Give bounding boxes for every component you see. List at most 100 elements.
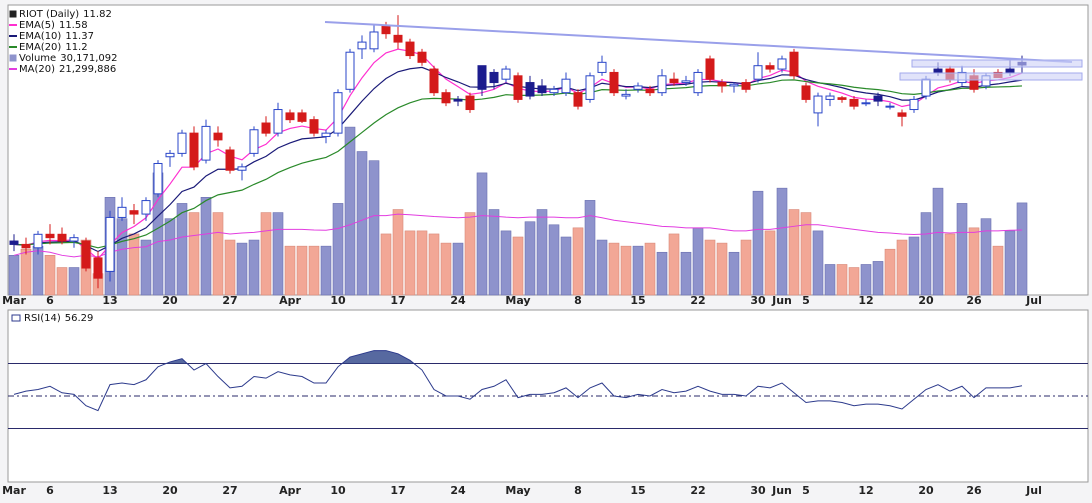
trend-line xyxy=(324,21,1073,63)
x-tick-label: 15 xyxy=(630,484,645,497)
candle-body xyxy=(321,132,331,138)
x-tick-label: 17 xyxy=(390,294,405,307)
candle-body xyxy=(213,132,223,141)
x-tick-label: 8 xyxy=(574,294,582,307)
x-tick-label: 20 xyxy=(918,484,934,497)
x-tick-label: 20 xyxy=(162,484,178,497)
candle-body xyxy=(261,122,271,134)
volume-bar xyxy=(368,160,380,296)
candle-body xyxy=(309,119,319,134)
volume-bar xyxy=(656,251,668,296)
volume-bar xyxy=(116,218,128,296)
x-tick-label: 26 xyxy=(966,484,982,497)
x-tick-label: 24 xyxy=(450,484,466,497)
candle-body xyxy=(477,65,487,90)
volume-bar xyxy=(836,264,848,296)
candle-body xyxy=(357,41,367,50)
candle-body xyxy=(393,34,403,43)
x-tick-label: 6 xyxy=(46,484,54,497)
candle-body xyxy=(753,65,763,80)
x-tick-label: 12 xyxy=(858,484,873,497)
x-tick-label: Jun xyxy=(771,484,792,497)
price-layer xyxy=(8,15,1028,296)
candle-body xyxy=(921,78,931,97)
legend-swatch xyxy=(9,10,17,18)
volume-bar xyxy=(644,242,656,296)
candle-body xyxy=(573,92,583,107)
x-tick-label: 30 xyxy=(750,294,766,307)
volume-bar xyxy=(812,230,824,296)
volume-bar xyxy=(704,239,716,296)
volume-bar xyxy=(308,245,320,296)
candle-body xyxy=(549,88,559,94)
legend-text: 11.2 xyxy=(65,42,87,53)
candle-body xyxy=(333,92,343,134)
candle-body xyxy=(225,149,235,171)
candle-body xyxy=(453,98,463,102)
volume-bar xyxy=(128,233,140,296)
legend-text: 11.37 xyxy=(65,31,94,42)
volume-bar xyxy=(620,245,632,296)
volume-bar xyxy=(908,236,920,296)
candle-body xyxy=(129,210,139,215)
x-tick-label: 22 xyxy=(690,484,705,497)
candle-body xyxy=(933,68,943,73)
candle-body xyxy=(621,93,631,97)
volume-bar xyxy=(776,187,788,296)
volume-bar xyxy=(992,245,1004,296)
candle-body xyxy=(837,97,847,100)
candle-body xyxy=(285,112,295,121)
candle-body xyxy=(513,75,523,100)
volume-bar xyxy=(764,230,776,296)
candle-body xyxy=(897,112,907,117)
volume-bar xyxy=(872,261,884,296)
x-tick-label: 12 xyxy=(858,294,873,307)
legend-text: EMA(20) xyxy=(19,42,61,53)
volume-bar xyxy=(176,203,188,296)
x-tick-label: 27 xyxy=(222,484,237,497)
volume-bar xyxy=(236,242,248,296)
legend-swatch xyxy=(9,54,17,62)
volume-bar xyxy=(752,190,764,296)
volume-bar xyxy=(524,221,536,296)
x-tick-label: 17 xyxy=(390,484,405,497)
x-tick-label: 6 xyxy=(46,294,54,307)
candle-body xyxy=(33,233,43,249)
volume-bar xyxy=(296,245,308,296)
volume-bar xyxy=(572,227,584,296)
candle-body xyxy=(669,78,679,84)
x-tick-label: 8 xyxy=(574,484,582,497)
volume-bar xyxy=(476,172,488,296)
volume-bar xyxy=(896,239,908,296)
volume-bar xyxy=(548,224,560,296)
volume-bar xyxy=(692,227,704,296)
support-band xyxy=(899,72,1083,81)
candle-body xyxy=(273,109,283,134)
candle-body xyxy=(501,68,511,80)
legend-entry: RIOT (Daily) 11.82 xyxy=(19,9,112,20)
candle-body xyxy=(21,243,31,249)
candle-body xyxy=(441,92,451,104)
legend-text: 11.58 xyxy=(59,20,88,31)
volume-bar xyxy=(248,239,260,296)
volume-bar xyxy=(668,233,680,296)
rsi-legend-swatch xyxy=(11,314,21,322)
x-tick-label: 15 xyxy=(630,294,645,307)
legend-text: EMA(5) xyxy=(19,20,55,31)
volume-bar xyxy=(488,209,500,296)
candle-body xyxy=(801,85,811,100)
volume-bar xyxy=(320,245,332,296)
volume-bar xyxy=(188,212,200,296)
x-tick-label: 30 xyxy=(750,484,766,497)
volume-bar xyxy=(452,242,464,296)
candle-body xyxy=(597,61,607,73)
x-tick-label: 22 xyxy=(690,294,705,307)
volume-bar xyxy=(332,203,344,296)
candle-body xyxy=(693,71,703,94)
candle-body xyxy=(465,95,475,111)
volume-bar xyxy=(632,245,644,296)
volume-bar xyxy=(560,236,572,296)
x-tick-label: 20 xyxy=(918,294,934,307)
candle-body xyxy=(9,240,19,245)
volume-bar xyxy=(920,212,932,296)
